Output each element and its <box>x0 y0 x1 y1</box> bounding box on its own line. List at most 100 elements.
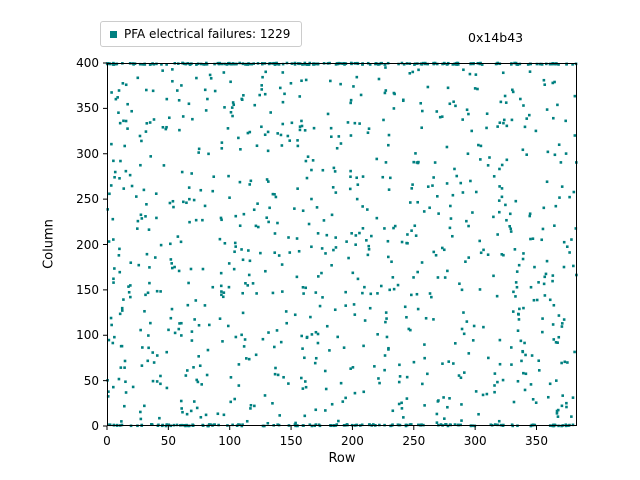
scatter-point <box>321 296 324 299</box>
scatter-point <box>446 86 450 90</box>
scatter-point <box>278 86 282 90</box>
scatter-point <box>316 341 320 345</box>
scatter-point <box>436 194 439 198</box>
scatter-point <box>173 265 176 269</box>
x-tick-label: 350 <box>525 434 548 448</box>
scatter-point <box>242 94 245 97</box>
scatter-point <box>408 423 412 426</box>
scatter-point <box>300 79 303 83</box>
scatter-point <box>409 328 412 332</box>
scatter-point <box>512 290 515 294</box>
scatter-point <box>310 197 313 201</box>
scatter-point <box>197 323 201 327</box>
scatter-point <box>234 335 238 339</box>
scatter-point <box>415 292 419 296</box>
scatter-point <box>454 342 457 345</box>
scatter-point <box>117 89 121 92</box>
scatter-point <box>537 281 540 284</box>
scatter-point <box>110 323 113 327</box>
scatter-point <box>411 70 415 74</box>
scatter-point <box>516 312 520 316</box>
scatter-point <box>359 93 363 97</box>
scatter-point <box>415 161 419 164</box>
scatter-point <box>191 117 194 121</box>
scatter-point <box>405 315 408 319</box>
scatter-point <box>571 423 575 427</box>
scatter-point <box>546 150 550 154</box>
scatter-point <box>393 224 397 228</box>
scatter-point <box>361 291 364 295</box>
scatter-point <box>465 219 468 223</box>
y-tick-label: 200 <box>76 237 99 252</box>
scatter-point <box>482 325 485 329</box>
scatter-point <box>565 405 568 409</box>
scatter-point <box>463 371 466 374</box>
scatter-point <box>523 388 527 392</box>
scatter-point <box>118 177 121 180</box>
scatter-point <box>459 423 462 427</box>
scatter-point <box>159 382 162 386</box>
scatter-point <box>467 112 470 116</box>
scatter-point <box>487 356 490 360</box>
scatter-point <box>288 251 292 254</box>
scatter-point <box>138 62 142 66</box>
scatter-point <box>139 163 142 167</box>
scatter-point <box>303 129 307 132</box>
scatter-point <box>182 200 185 204</box>
scatter-point <box>165 423 169 426</box>
scatter-point <box>398 363 401 367</box>
scatter-point <box>362 390 366 394</box>
scatter-point <box>206 348 210 352</box>
scatter-point <box>570 415 573 418</box>
annotation-text: 0x14b43 <box>468 30 524 45</box>
scatter-point <box>383 354 387 357</box>
scatter-point <box>108 192 111 196</box>
scatter-point <box>405 397 409 400</box>
scatter-point <box>241 258 245 262</box>
scatter-point <box>283 92 286 96</box>
scatter-point <box>574 227 578 230</box>
scatter-point <box>216 412 220 416</box>
scatter-point <box>560 185 564 188</box>
scatter-point <box>520 359 523 363</box>
scatter-point <box>220 141 224 144</box>
scatter-point <box>148 121 152 124</box>
scatter-point <box>540 238 544 242</box>
scatter-point <box>416 270 419 274</box>
scatter-point <box>227 262 231 265</box>
scatter-point <box>480 63 484 66</box>
scatter-point <box>462 311 465 314</box>
scatter-point <box>551 323 555 326</box>
scatter-point <box>421 382 424 386</box>
scatter-point <box>177 269 181 273</box>
scatter-point <box>455 174 459 178</box>
scatter-point <box>139 410 142 414</box>
scatter-point <box>298 128 302 132</box>
scatter-point <box>164 127 168 131</box>
scatter-point <box>571 63 574 66</box>
scatter-point <box>324 387 328 391</box>
scatter-point <box>424 316 428 320</box>
scatter-point <box>324 252 327 255</box>
scatter-point <box>263 133 267 137</box>
scatter-point <box>505 218 508 222</box>
scatter-point <box>355 197 359 201</box>
scatter-point <box>313 361 317 365</box>
scatter-point <box>373 365 376 368</box>
scatter-point <box>454 104 457 108</box>
scatter-point <box>556 341 559 344</box>
scatter-point <box>112 238 115 241</box>
scatter-point <box>402 63 406 66</box>
scatter-point <box>165 97 169 101</box>
scatter-point <box>408 201 412 204</box>
scatter-plot <box>103 61 578 430</box>
scatter-point <box>465 108 469 112</box>
scatter-point <box>383 368 386 372</box>
scatter-point <box>386 239 390 243</box>
scatter-point <box>570 238 573 241</box>
scatter-point <box>532 298 536 302</box>
scatter-point <box>482 248 485 252</box>
scatter-point <box>287 382 290 385</box>
scatter-point <box>428 292 432 295</box>
scatter-point <box>363 285 366 289</box>
